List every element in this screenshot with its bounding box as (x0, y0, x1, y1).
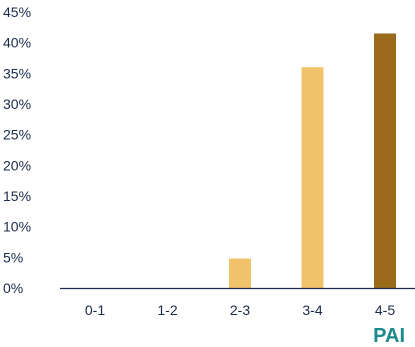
y-tick-label: 20% (3, 157, 31, 173)
y-tick-label: 15% (3, 188, 31, 204)
y-tick-label: 10% (3, 219, 31, 235)
y-tick-label: 45% (3, 4, 31, 20)
y-tick-label: 5% (3, 249, 23, 265)
bar-3-4 (301, 67, 324, 288)
bar-2-3 (229, 258, 251, 288)
bar-4-5 (374, 33, 396, 288)
y-axis-ticks: 0% 5% 10% 15% 20% 25% 30% 35% 40% 45% (3, 4, 31, 296)
y-tick-label: 25% (3, 127, 31, 143)
y-tick-label: 35% (3, 65, 31, 81)
x-tick-label: 3-4 (302, 302, 322, 318)
x-tick-label: 4-5 (375, 302, 395, 318)
y-tick-label: 0% (3, 280, 23, 296)
x-tick-label: 2-3 (230, 302, 250, 318)
x-axis-title: PAI (373, 325, 405, 347)
y-tick-label: 30% (3, 96, 31, 112)
x-axis-ticks: 0-1 1-2 2-3 3-4 4-5 (85, 302, 395, 318)
bars (229, 33, 396, 288)
x-tick-label: 1-2 (157, 302, 177, 318)
x-tick-label: 0-1 (85, 302, 105, 318)
y-tick-label: 40% (3, 35, 31, 51)
